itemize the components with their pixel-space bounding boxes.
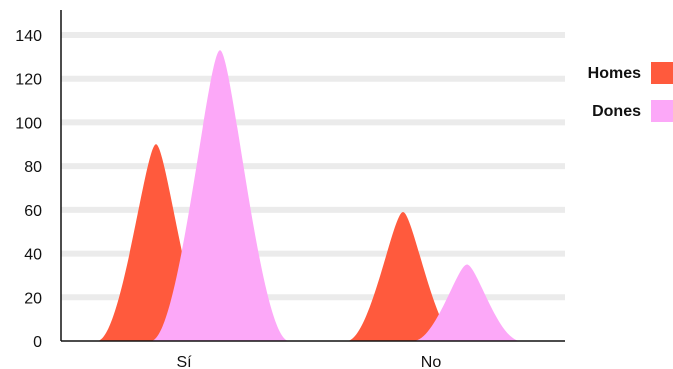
legend-label-homes: Homes <box>588 65 641 82</box>
x-tick-label-1: No <box>421 354 442 369</box>
y-tick-label-60: 60 <box>24 203 42 220</box>
y-tick-label-0: 0 <box>33 334 42 351</box>
x-tick-label-0: Sí <box>176 354 192 369</box>
legend-swatch-homes <box>651 62 673 84</box>
y-tick-label-40: 40 <box>24 247 42 264</box>
y-tick-label-140: 140 <box>15 28 42 45</box>
series-dones <box>150 50 521 342</box>
y-tick-label-20: 20 <box>24 290 42 307</box>
legend-label-dones: Dones <box>592 103 641 120</box>
legend-item-homes: Homes <box>588 62 673 84</box>
series-layer <box>97 50 521 342</box>
axis-layer <box>60 10 565 342</box>
y-tick-label-120: 120 <box>15 72 42 89</box>
legend: Homes Dones <box>588 62 673 122</box>
tick-layer: 0 20 40 60 80 100 120 140 Sí No <box>15 28 441 369</box>
peak-homes-1 <box>346 212 460 341</box>
series-homes <box>97 144 460 341</box>
y-tick-label-100: 100 <box>15 115 42 132</box>
legend-item-dones: Dones <box>592 100 673 122</box>
legend-swatch-dones <box>651 100 673 122</box>
y-tick-label-80: 80 <box>24 159 42 176</box>
peak-dones-1 <box>413 264 521 341</box>
peak-dones-0 <box>150 50 290 342</box>
